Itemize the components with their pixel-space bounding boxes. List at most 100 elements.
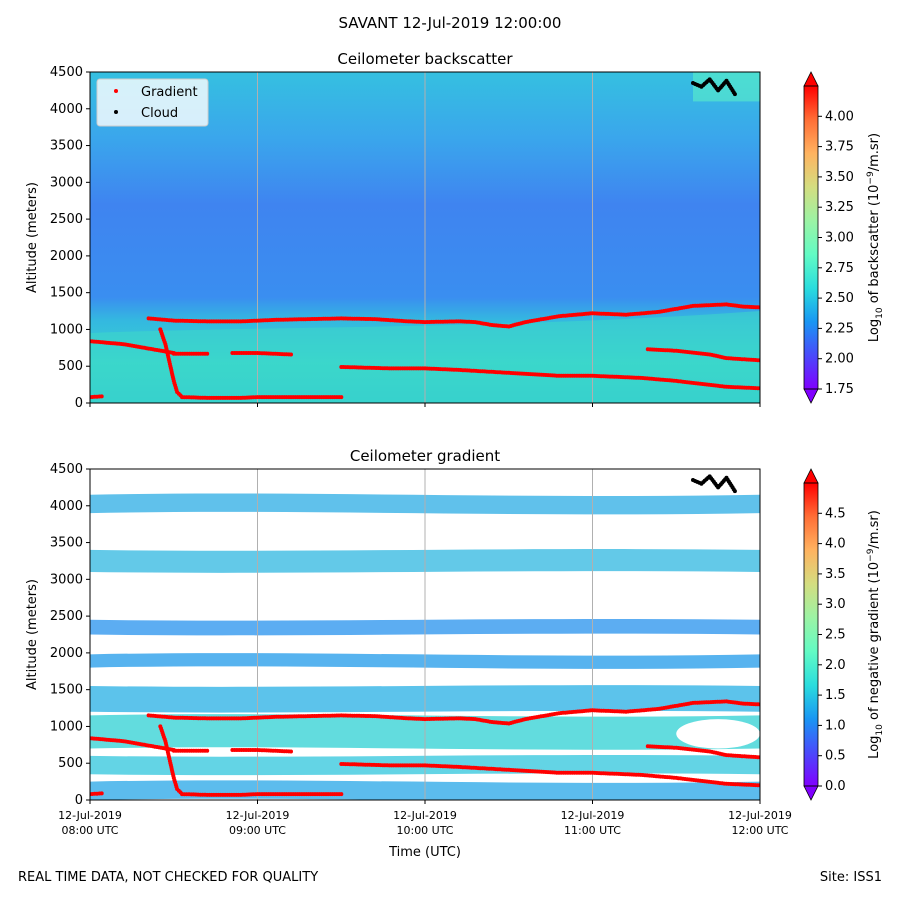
series-point	[99, 394, 104, 399]
legend-marker	[114, 89, 118, 93]
gradient-series	[171, 748, 210, 753]
colorbar-tick-label: 1.0	[825, 718, 846, 733]
colorbar-tick-label: 0.5	[825, 749, 846, 764]
gradient-gap	[676, 719, 760, 749]
panel-title: Ceilometer backscatter	[337, 50, 513, 68]
y-tick-label: 4500	[50, 462, 83, 477]
gradient-series	[90, 736, 176, 752]
backscatter-panel: Ceilometer backscatter 0 500 1000 1500 2000 25…	[25, 50, 885, 411]
y-axis-label: Altitude (meters)	[25, 182, 40, 293]
x-tick-date: 12-Jul-2019	[393, 809, 457, 822]
series-point	[205, 748, 210, 753]
y-tick-label: 500	[58, 756, 83, 771]
gradient-series	[180, 395, 344, 400]
y-tick-label: 0	[75, 793, 83, 808]
colorbar: 0.0 0.5 1.0 1.5 2.0 2.5 3.0 3.5 4.0 4.5 Log10 of n…	[803, 468, 885, 801]
colorbar-tick-label: 2.25	[825, 321, 854, 336]
series-point	[732, 489, 737, 494]
cloud-series	[691, 474, 737, 494]
gradient-series	[339, 365, 760, 391]
y-tick-label: 4000	[50, 102, 83, 117]
colorbar-tick-label: 1.75	[825, 382, 854, 397]
colorbar-tick-label: 4.5	[825, 506, 846, 521]
colorbar-extend-min	[803, 388, 819, 404]
gradient-series	[339, 762, 760, 788]
colorbar-scale	[804, 86, 818, 389]
gradient-series	[230, 351, 293, 357]
x-tick-time: 10:00 UTC	[396, 824, 453, 837]
colorbar-tick-label: 2.50	[825, 291, 854, 306]
x-axis-label: Time (UTC)	[388, 845, 461, 860]
gradient-series	[230, 748, 293, 754]
y-tick-label: 2000	[50, 249, 83, 264]
gradient-panel: Ceilometer gradient 0 500 1000 1500 2000 2500 3…	[25, 447, 885, 860]
y-tick-label: 2500	[50, 609, 83, 624]
colorbar: 1.75 2.00 2.25 2.50 2.75 3.00 3.25 3.50 3.75 4.00…	[803, 71, 885, 404]
colorbar-scale	[804, 483, 818, 786]
legend-marker	[114, 110, 118, 114]
colorbar-tick-label: 4.0	[825, 537, 846, 552]
x-tick-time: 11:00 UTC	[564, 824, 621, 837]
colorbar-tick-label: 2.00	[825, 352, 854, 367]
quality-disclaimer: REAL TIME DATA, NOT CHECKED FOR QUALITY	[18, 870, 319, 885]
x-tick-time: 08:00 UTC	[61, 824, 118, 837]
gradient-series	[158, 724, 185, 797]
x-tick-date: 12-Jul-2019	[58, 809, 122, 822]
colorbar-tick-label: 3.0	[825, 597, 846, 612]
series-point	[289, 352, 293, 357]
colorbar-tick-label: 3.00	[825, 231, 854, 246]
y-tick-label: 3500	[50, 536, 83, 551]
figure-title: SAVANT 12-Jul-2019 12:00:00	[338, 14, 562, 32]
y-tick-label: 3000	[50, 572, 83, 587]
legend: Gradient Cloud	[96, 78, 209, 127]
x-tick-time: 09:00 UTC	[229, 824, 286, 837]
x-tick-date: 12-Jul-2019	[561, 809, 625, 822]
colorbar-tick-label: 3.5	[825, 567, 846, 582]
x-tick-date: 12-Jul-2019	[728, 809, 792, 822]
legend-box	[96, 78, 209, 127]
legend-label: Cloud	[141, 106, 178, 121]
gradient-series	[645, 744, 760, 760]
gradient-series	[171, 351, 210, 356]
y-tick-label: 2000	[50, 646, 83, 661]
gradient-series	[90, 394, 104, 400]
y-tick-label: 4000	[50, 499, 83, 514]
colorbar-tick-label: 3.25	[825, 200, 854, 215]
cloud-series	[691, 77, 737, 97]
colorbar-tick-label: 0.0	[825, 779, 846, 794]
x-tick-date: 12-Jul-2019	[226, 809, 290, 822]
gradient-series	[146, 699, 760, 726]
y-tick-label: 3500	[50, 139, 83, 154]
series-point	[289, 749, 293, 754]
colorbar-label: Log10 of negative gradient (10−9/m.sr)	[866, 510, 885, 759]
y-tick-label: 1000	[50, 322, 83, 337]
y-tick-label: 1500	[50, 683, 83, 698]
colorbar-tick-label: 3.50	[825, 170, 854, 185]
colorbar-tick-label: 4.00	[825, 109, 854, 124]
gradient-series	[645, 347, 760, 363]
gradient-series	[146, 302, 760, 329]
x-tick-time: 12:00 UTC	[731, 824, 788, 837]
y-tick-label: 4500	[50, 65, 83, 80]
colorbar-tick-label: 2.75	[825, 261, 854, 276]
y-axis-label: Altitude (meters)	[25, 579, 40, 690]
y-tick-label: 3000	[50, 175, 83, 190]
series-point	[339, 792, 344, 797]
colorbar-extend-max	[803, 468, 819, 484]
colorbar-extend-min	[803, 785, 819, 801]
series-point	[99, 791, 104, 796]
y-tick-label: 0	[75, 396, 83, 411]
series-point	[339, 395, 344, 400]
y-tick-label: 500	[58, 359, 83, 374]
y-tick-label: 1500	[50, 286, 83, 301]
y-tick-label: 1000	[50, 719, 83, 734]
colorbar-tick-label: 2.0	[825, 658, 846, 673]
panel-title: Ceilometer gradient	[350, 447, 500, 465]
y-tick-label: 2500	[50, 212, 83, 227]
colorbar-tick-label: 2.5	[825, 628, 846, 643]
colorbar-label: Log10 of backscatter (10−9/m.sr)	[866, 133, 885, 342]
colorbar-tick-label: 3.75	[825, 140, 854, 155]
gradient-series	[180, 792, 344, 797]
